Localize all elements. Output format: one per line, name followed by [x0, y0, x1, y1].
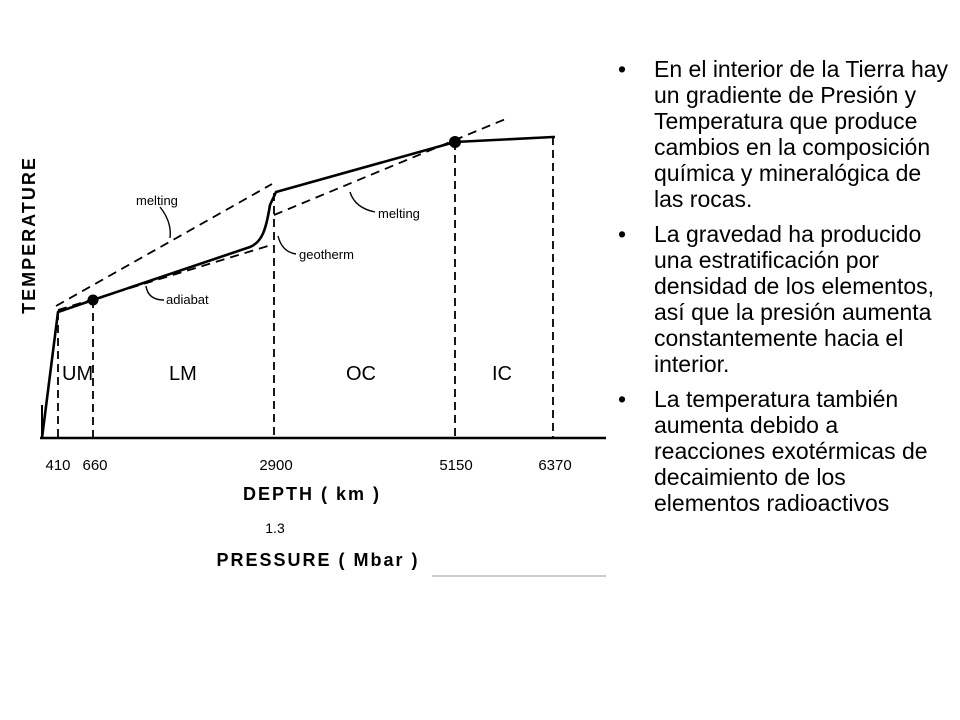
- adiabat-label: adiabat: [166, 292, 209, 307]
- melting-label-upper: melting: [136, 193, 178, 208]
- melting-curve-mantle: [55, 183, 273, 307]
- transition-point-660: [87, 294, 99, 306]
- bullet-item: • La temperatura también aumenta debido …: [618, 386, 954, 516]
- region-label-ic: IC: [492, 363, 512, 385]
- geotherm-leader: [277, 235, 297, 255]
- melting-lower-leader: [349, 191, 376, 213]
- bullet-list: • En el interior de la Tierra hay un gra…: [618, 56, 954, 525]
- bullet-item: • En el interior de la Tierra hay un gra…: [618, 56, 954, 212]
- melting-label-lower: melting: [378, 206, 420, 221]
- region-label-lm: LM: [169, 363, 197, 385]
- depth-tick-6370: 6370: [538, 457, 571, 474]
- bullet-marker: •: [618, 386, 627, 412]
- region-label-um: UM: [62, 363, 93, 385]
- y-axis-title: TEMPERATURE: [19, 156, 39, 314]
- adiabat-leader: [145, 285, 165, 301]
- bullet-text: En el interior de la Tierra hay un gradi…: [654, 56, 949, 212]
- geotherm-label: geotherm: [299, 247, 354, 262]
- geotherm-curve: [40, 135, 555, 439]
- region-label-oc: OC: [346, 363, 376, 385]
- depth-tick-5150: 5150: [439, 457, 472, 474]
- transition-point-5150: [449, 136, 461, 148]
- depth-tick-660: 660: [82, 457, 107, 474]
- bullet-item: • La gravedad ha producido una estratifi…: [618, 221, 954, 377]
- depth-tick-410: 410: [45, 457, 70, 474]
- melting-curve-core: [273, 117, 509, 216]
- pressure-axis-title: PRESSURE ( Mbar ): [216, 550, 419, 570]
- earth-temperature-profile-diagram: TEMPERATURE melting melting geotherm adi…: [19, 117, 606, 577]
- pressure-value: 1.3: [265, 520, 285, 536]
- depth-tick-2900: 2900: [259, 457, 292, 474]
- x-axis-title: DEPTH ( km ): [243, 484, 381, 504]
- bullet-marker: •: [618, 56, 627, 82]
- bullet-text: La temperatura también aumenta debido a …: [654, 386, 928, 516]
- melting-upper-leader: [159, 206, 171, 239]
- bullet-text: La gravedad ha producido una estratifica…: [654, 221, 935, 377]
- bullet-marker: •: [618, 221, 627, 247]
